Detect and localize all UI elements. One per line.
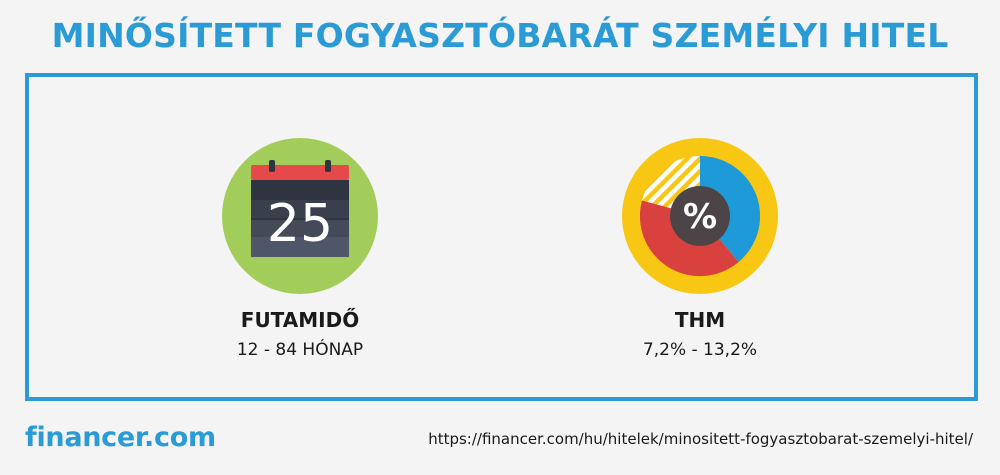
feature-term: 25 FUTAMIDŐ 12 - 84 HÓNAP	[150, 138, 450, 361]
page-title: MINŐSÍTETT FOGYASZTÓBARÁT SZEMÉLYI HITEL	[51, 16, 949, 55]
feature-apr: % THM 7,2% - 13,2%	[550, 138, 850, 361]
calendar-icon: 25	[222, 138, 378, 294]
feature-value: 12 - 84 HÓNAP	[236, 340, 364, 360]
content-frame	[25, 73, 978, 401]
percent-symbol: %	[683, 197, 717, 237]
source-url[interactable]: https://financer.com/hu/hitelek/minosite…	[428, 430, 973, 448]
feature-label: THM	[674, 308, 726, 332]
financer-logo: financer.com	[25, 422, 216, 453]
calendar-number: 25	[267, 194, 333, 254]
percent-donut-icon: %	[622, 138, 778, 294]
feature-value: 7,2% - 13,2%	[642, 340, 758, 360]
feature-label: FUTAMIDŐ	[240, 308, 360, 332]
